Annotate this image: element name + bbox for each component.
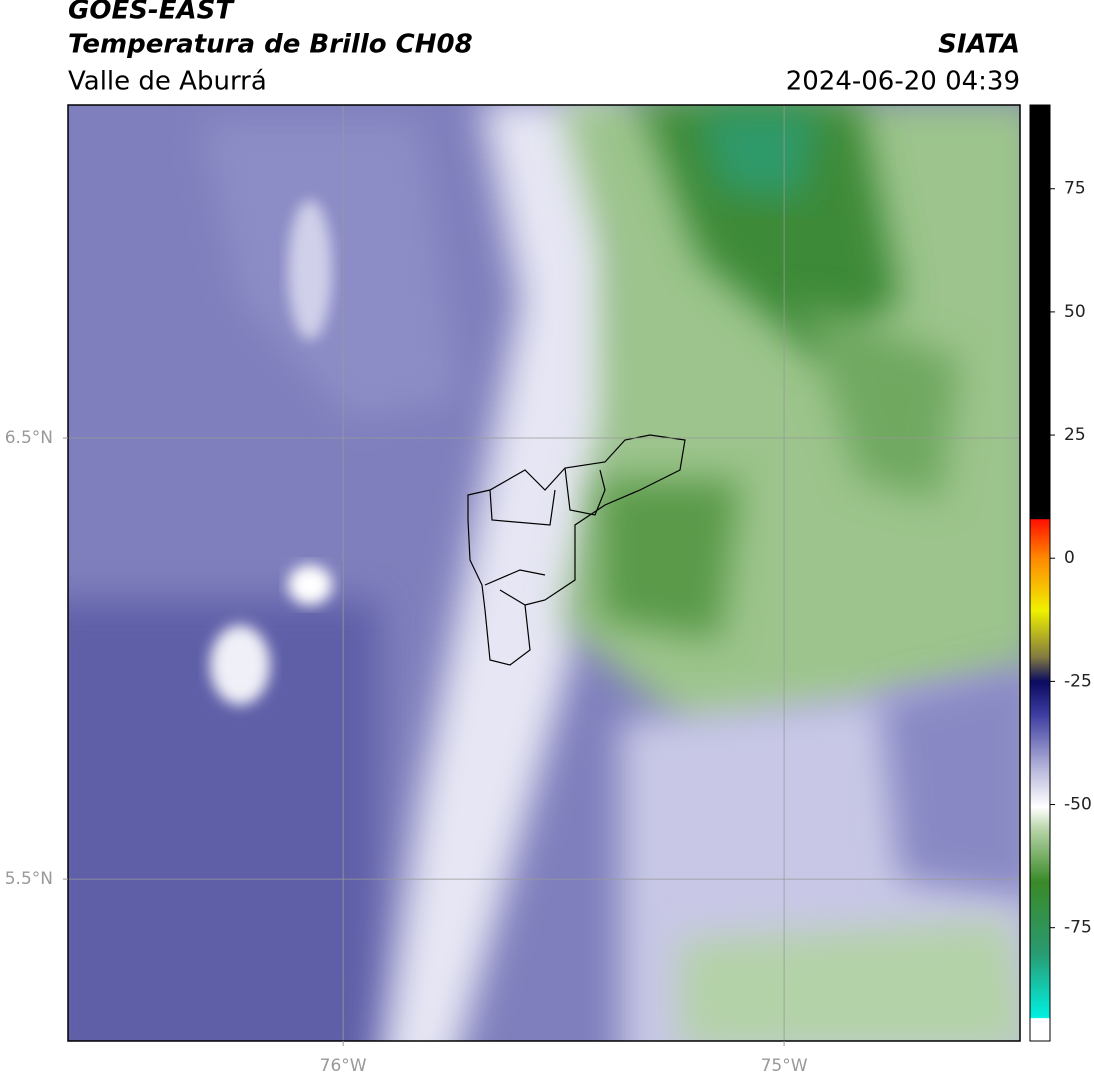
x-tick-label: 75°W [761, 1056, 808, 1076]
colorbar [1029, 104, 1051, 1042]
satellite-image [68, 105, 1020, 1041]
colorbar-tick-label: -25 [1064, 671, 1092, 691]
colorbar-tick-label: 25 [1064, 425, 1086, 445]
subtitle: Temperatura de Brillo CH08 [68, 30, 473, 60]
colorbar-tick-label: -75 [1064, 918, 1092, 938]
title: GOES-EAST [68, 0, 235, 26]
colorbar-tick-label: 50 [1064, 302, 1086, 322]
map-frame [67, 104, 1021, 1042]
colorbar-tick-label: -50 [1064, 795, 1092, 815]
region: Valle de Aburrá [68, 67, 267, 97]
y-tick-label: 6.5°N [5, 428, 53, 448]
y-tick-label: 5.5°N [5, 869, 53, 889]
x-tick-label: 76°W [320, 1056, 367, 1076]
colorbar-tick-label: 0 [1064, 548, 1075, 568]
municipality-boundaries [467, 434, 686, 666]
source: SIATA [938, 30, 1020, 60]
colorbar-tick-label: 75 [1064, 179, 1086, 199]
datetime: 2024-06-20 04:39 [786, 67, 1020, 97]
graticule [68, 105, 1020, 1041]
